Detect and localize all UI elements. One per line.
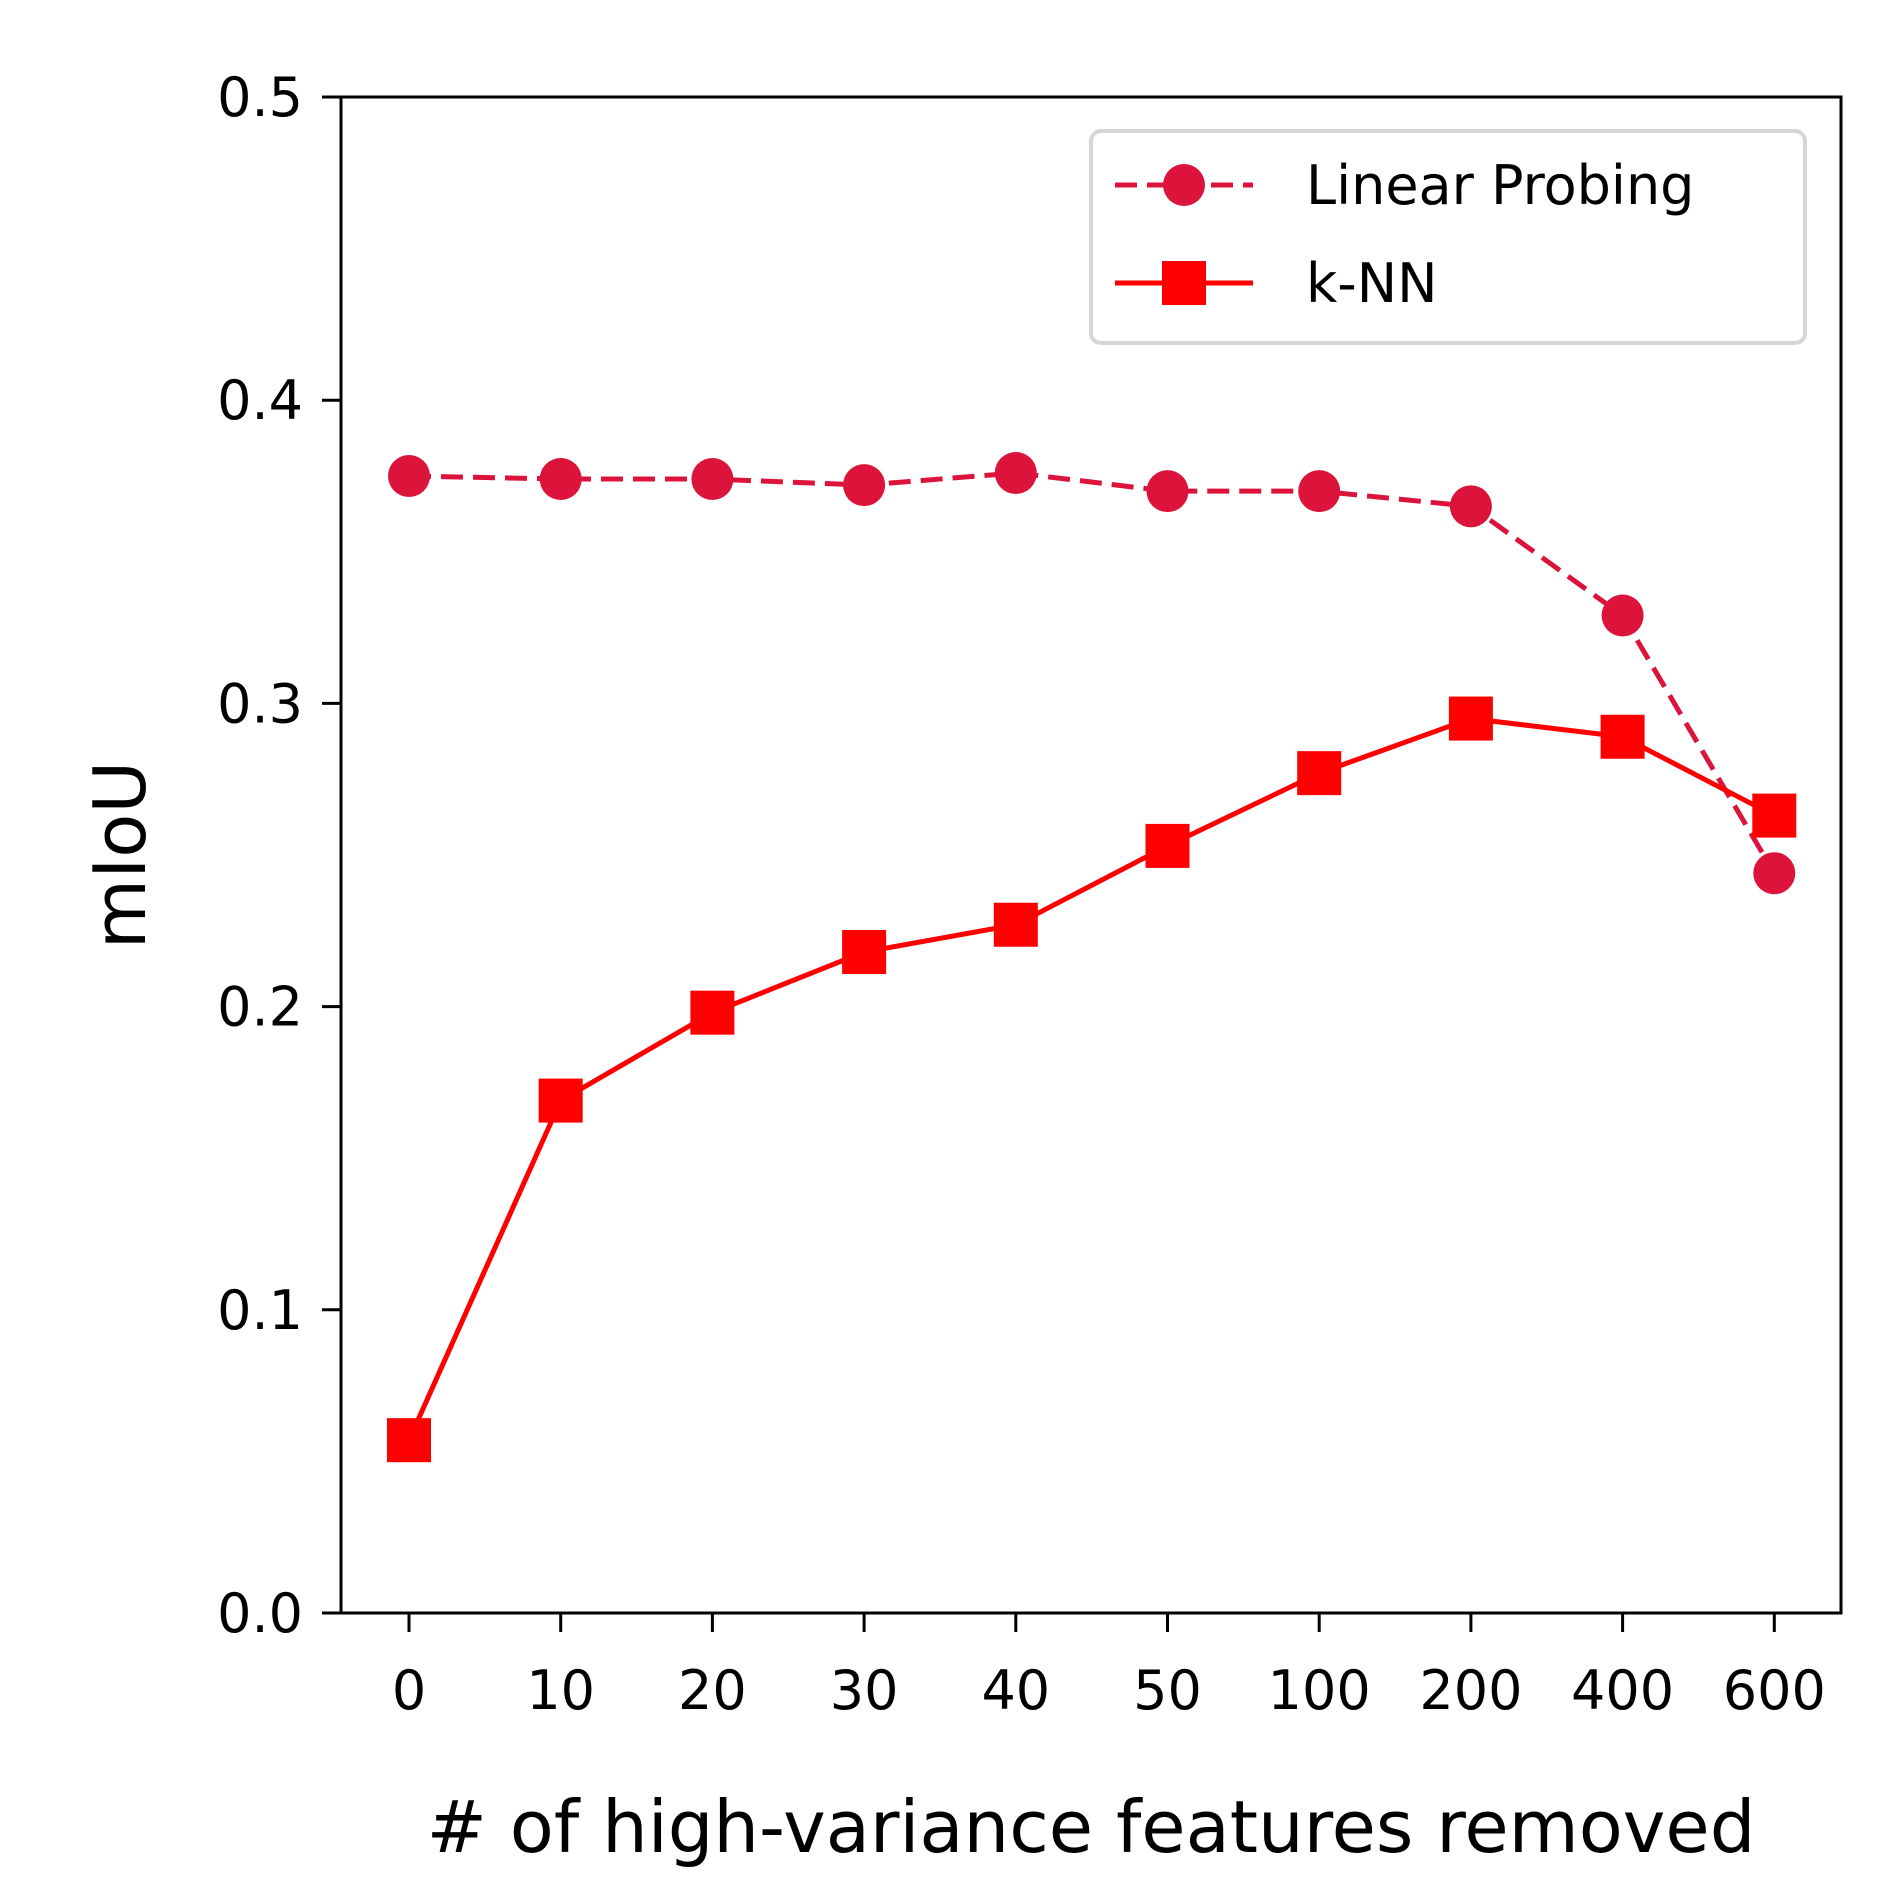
x-tick-label: 200 <box>1419 1659 1522 1722</box>
x-tick-label: 400 <box>1571 1659 1674 1722</box>
data-point <box>1449 485 1492 528</box>
data-point <box>539 458 582 501</box>
y-tick-label: 0.4 <box>217 369 303 432</box>
y-tick-label: 0.2 <box>217 976 303 1039</box>
legend: Linear Probing k-NN <box>1089 129 1807 345</box>
y-tick-label: 0.0 <box>217 1582 303 1645</box>
series-linear-probing <box>388 451 1796 895</box>
x-axis: 0 10 20 30 40 50 100 200 400 600 <box>392 1613 1826 1722</box>
data-point <box>1298 470 1341 513</box>
legend-entry: Linear Probing <box>1115 154 1694 217</box>
data-point <box>1146 470 1189 513</box>
series-line <box>408 470 1777 875</box>
x-tick-label: 0 <box>392 1659 426 1722</box>
data-point <box>1145 823 1190 868</box>
data-point <box>538 1078 583 1123</box>
data-point <box>1448 696 1493 741</box>
data-point <box>388 455 430 497</box>
y-tick-label: 0.3 <box>217 672 303 735</box>
data-point <box>690 990 735 1035</box>
legend-label: k-NN <box>1306 252 1438 315</box>
x-tick-label: 50 <box>1133 1659 1202 1722</box>
data-point <box>994 451 1037 494</box>
x-tick-label: 600 <box>1723 1659 1826 1722</box>
legend-label: Linear Probing <box>1306 154 1694 217</box>
series-line <box>406 716 1776 1442</box>
legend-frame <box>1089 129 1807 345</box>
x-axis-title: # of high-variance features removed <box>427 1785 1756 1869</box>
plot-frame <box>339 95 1843 1615</box>
data-point <box>691 458 734 501</box>
legend-marker <box>1163 164 1205 206</box>
x-tick-label: 40 <box>981 1659 1050 1722</box>
data-point <box>387 1418 431 1463</box>
data-point <box>993 902 1038 947</box>
y-tick-label: 0.1 <box>217 1279 303 1342</box>
data-point <box>1297 751 1342 796</box>
data-point <box>842 930 887 975</box>
data-point <box>1601 594 1644 637</box>
data-point <box>1753 852 1796 895</box>
legend-entry: k-NN <box>1115 252 1438 315</box>
legend-marker <box>1162 261 1206 305</box>
x-tick-label: 100 <box>1268 1659 1371 1722</box>
y-axis: 0.0 0.1 0.2 0.3 0.4 0.5 <box>217 66 341 1645</box>
data-point <box>843 464 886 507</box>
series-k-nn <box>387 696 1797 1463</box>
data-point <box>1752 793 1797 838</box>
data-point <box>1600 714 1645 759</box>
x-tick-label: 20 <box>678 1659 747 1722</box>
x-tick-label: 30 <box>830 1659 899 1722</box>
y-axis-title: mIoU <box>78 761 162 949</box>
x-tick-label: 10 <box>526 1659 595 1722</box>
y-tick-label: 0.5 <box>217 66 303 129</box>
plot-series-group <box>387 451 1797 1463</box>
